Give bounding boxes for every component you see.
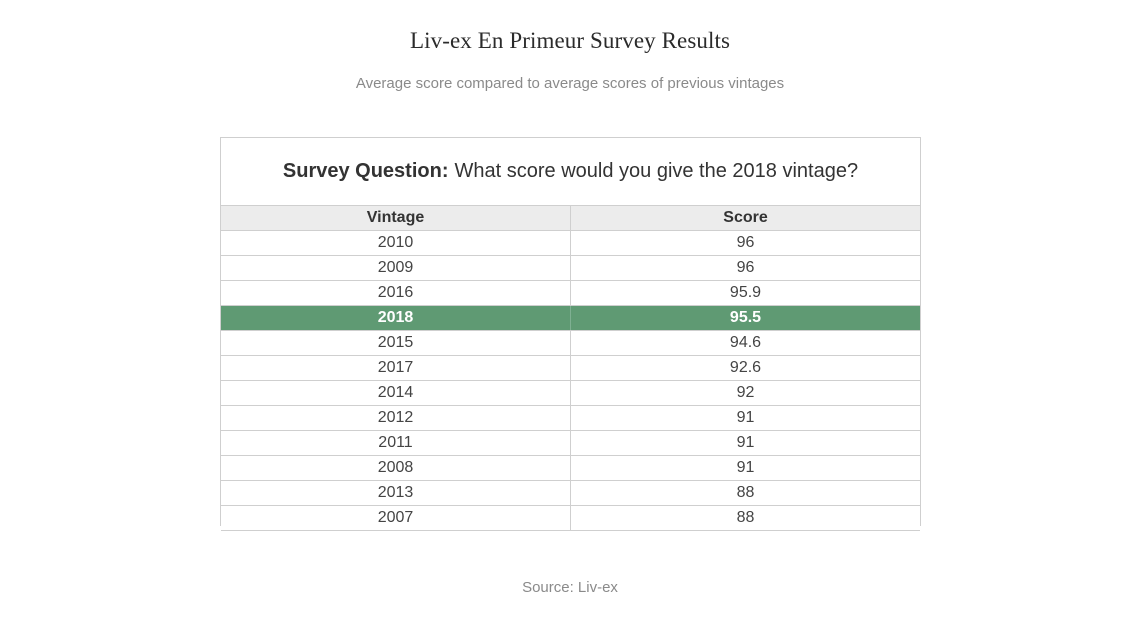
score-cell: 95.5 bbox=[570, 305, 920, 331]
vintage-cell: 2008 bbox=[221, 455, 571, 481]
table-row: 2014 92 bbox=[221, 380, 920, 406]
table-row: 2010 96 bbox=[221, 230, 920, 256]
table-row: 2017 92.6 bbox=[221, 355, 920, 381]
vintage-cell: 2015 bbox=[221, 330, 571, 356]
table-row: 2007 88 bbox=[221, 505, 920, 531]
survey-question-label: Survey Question: bbox=[282, 160, 449, 182]
table-header-row: Vintage Score bbox=[221, 205, 920, 231]
column-header-vintage: Vintage bbox=[221, 205, 571, 231]
score-cell: 92.6 bbox=[570, 355, 920, 381]
table-row: 2016 95.9 bbox=[221, 280, 920, 306]
vintage-cell: 2016 bbox=[221, 280, 571, 306]
table-row: 2011 91 bbox=[221, 430, 920, 456]
table-row: 2008 91 bbox=[221, 455, 920, 481]
score-cell: 88 bbox=[570, 480, 920, 506]
vintage-cell: 2010 bbox=[221, 230, 571, 256]
score-cell: 88 bbox=[570, 505, 920, 531]
column-header-score: Score bbox=[570, 205, 920, 231]
vintage-cell: 2012 bbox=[221, 405, 571, 431]
table-row: 2018 95.5 bbox=[221, 305, 920, 331]
score-cell: 91 bbox=[570, 430, 920, 456]
vintage-cell: 2007 bbox=[221, 505, 571, 531]
table-row: 2009 96 bbox=[221, 255, 920, 281]
score-cell: 92 bbox=[570, 380, 920, 406]
vintage-cell: 2013 bbox=[221, 480, 571, 506]
vintage-cell: 2018 bbox=[221, 305, 571, 331]
score-cell: 96 bbox=[570, 255, 920, 281]
vintage-cell: 2014 bbox=[221, 380, 571, 406]
survey-question-text: What score would you give the 2018 vinta… bbox=[454, 160, 859, 182]
page-title: Liv-ex En Primeur Survey Results bbox=[409, 28, 731, 53]
survey-question: Survey Question: What score would you gi… bbox=[221, 138, 920, 205]
survey-panel: Survey Question: What score would you gi… bbox=[220, 137, 921, 531]
source-note: Source: Liv-ex bbox=[522, 579, 618, 596]
vintage-cell: 2011 bbox=[221, 430, 571, 456]
score-cell: 91 bbox=[570, 455, 920, 481]
table-row: 2012 91 bbox=[221, 405, 920, 431]
score-cell: 94.6 bbox=[570, 330, 920, 356]
score-cell: 96 bbox=[570, 230, 920, 256]
table-row: 2015 94.6 bbox=[221, 330, 920, 356]
page-subtitle: Average score compared to average scores… bbox=[355, 75, 785, 92]
score-cell: 95.9 bbox=[570, 280, 920, 306]
table-body: 2010 96 2009 96 2016 95.9 2018 95.5 2015 94.6 2017… bbox=[221, 230, 920, 531]
vintage-cell: 2009 bbox=[221, 255, 571, 281]
scores-table: Vintage Score 2010 96 2009 96 2016 95.9 2018 95… bbox=[221, 205, 920, 531]
score-cell: 91 bbox=[570, 405, 920, 431]
table-row: 2013 88 bbox=[221, 480, 920, 506]
vintage-cell: 2017 bbox=[221, 355, 571, 381]
